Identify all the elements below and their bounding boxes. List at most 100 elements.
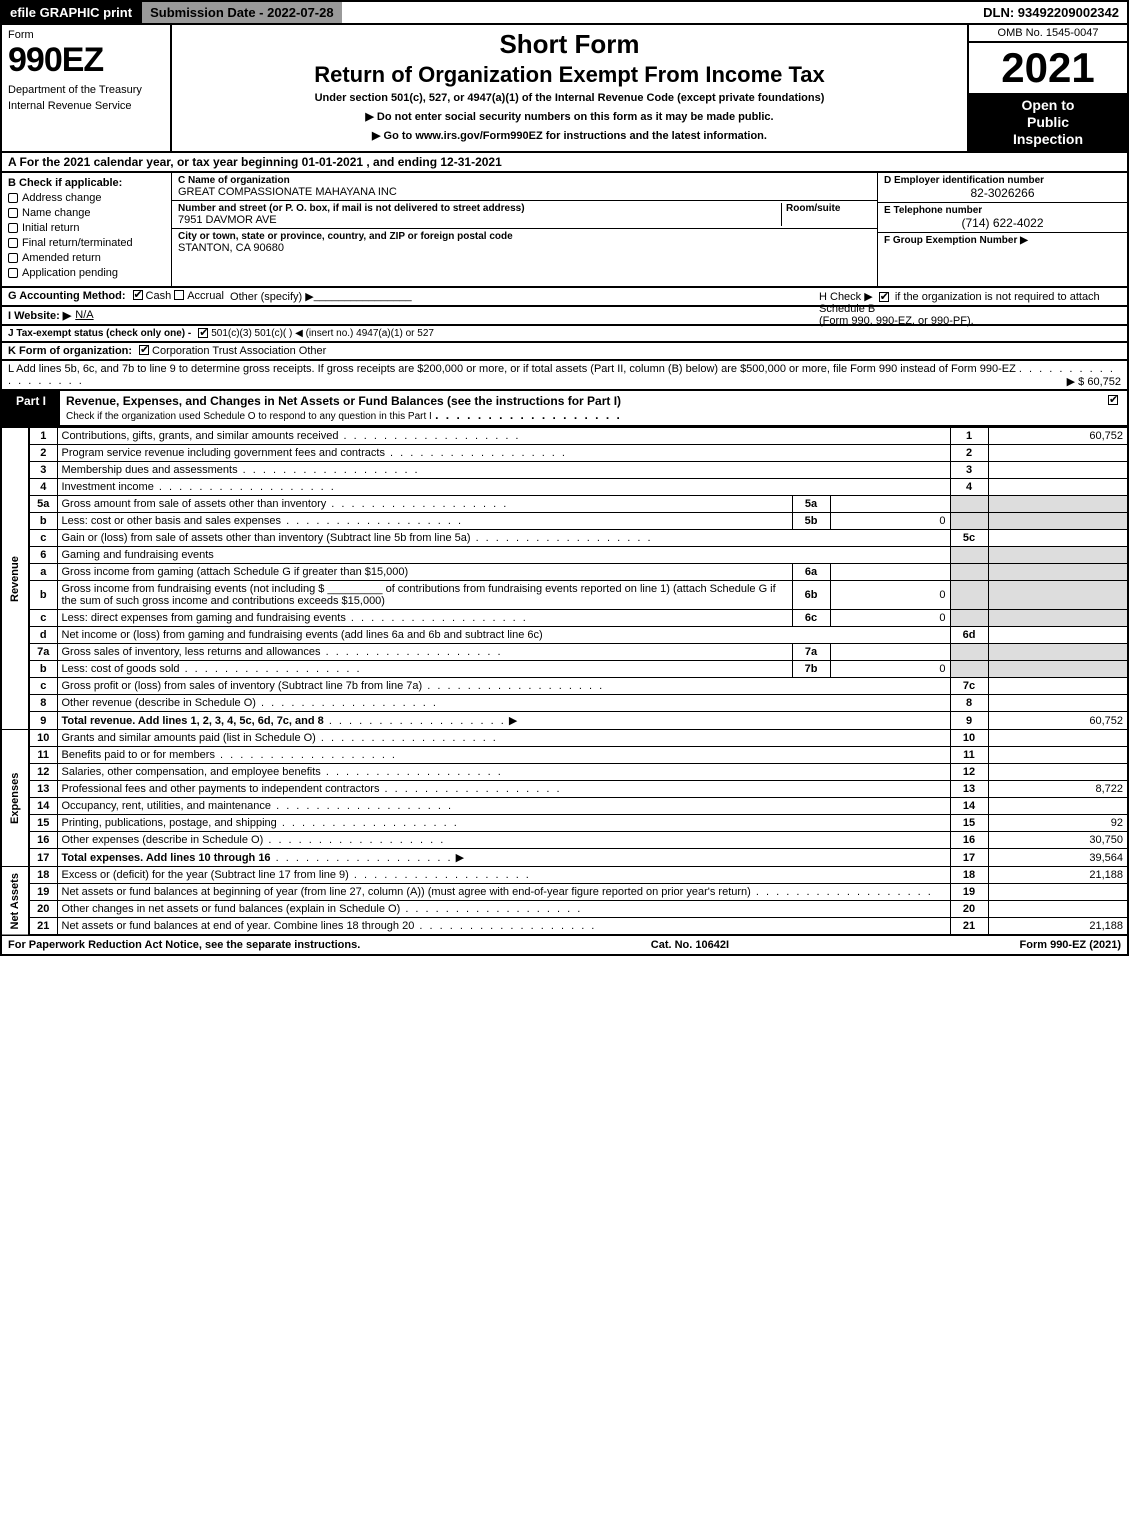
- table-row: cLess: direct expenses from gaming and f…: [1, 610, 1128, 627]
- dots-icon: [326, 498, 508, 510]
- line-num: 2: [29, 445, 57, 462]
- line-value: [988, 901, 1128, 918]
- line-rn: 12: [950, 764, 988, 781]
- table-row: 17Total expenses. Add lines 10 through 1…: [1, 849, 1128, 867]
- b-opt-initial-return[interactable]: Initial return: [8, 222, 165, 234]
- line-num: 21: [29, 918, 57, 936]
- g-accrual: Accrual: [187, 290, 224, 303]
- line-rn: 20: [950, 901, 988, 918]
- header-left: Form 990EZ Department of the Treasury In…: [2, 25, 172, 151]
- checkbox-icon[interactable]: [8, 238, 18, 248]
- line-desc: Gross income from gaming (attach Schedul…: [62, 566, 409, 578]
- line-value: [988, 884, 1128, 901]
- line-desc: Occupancy, rent, utilities, and maintena…: [62, 800, 272, 812]
- g-cash: Cash: [146, 290, 172, 303]
- row-l: L Add lines 5b, 6c, and 7b to line 9 to …: [0, 361, 1129, 391]
- checkbox-icon[interactable]: [8, 193, 18, 203]
- dots-icon: [271, 852, 453, 864]
- f-row: F Group Exemption Number ▶: [878, 233, 1127, 248]
- line-value: 30,750: [988, 832, 1128, 849]
- line-num: 16: [29, 832, 57, 849]
- row-j: J Tax-exempt status (check only one) - 5…: [0, 326, 1129, 343]
- b-opt-final-return[interactable]: Final return/terminated: [8, 237, 165, 249]
- c-room-label: Room/suite: [786, 203, 871, 214]
- line-num: c: [29, 678, 57, 695]
- k-label: K Form of organization:: [8, 345, 132, 357]
- gray-cell: [950, 513, 988, 530]
- c-city-label: City or town, state or province, country…: [178, 231, 871, 242]
- omb-number: OMB No. 1545-0047: [969, 25, 1127, 43]
- checkbox-icon[interactable]: [174, 290, 184, 300]
- b-opt-name-change[interactable]: Name change: [8, 207, 165, 219]
- line-value: 21,188: [988, 918, 1128, 936]
- line-num: b: [29, 513, 57, 530]
- checkbox-icon[interactable]: [8, 268, 18, 278]
- line-num: 9: [29, 712, 57, 730]
- table-row: dNet income or (loss) from gaming and fu…: [1, 627, 1128, 644]
- c-city-value: STANTON, CA 90680: [178, 242, 871, 254]
- return-title: Return of Organization Exempt From Incom…: [180, 62, 959, 88]
- line-rn: 3: [950, 462, 988, 479]
- table-row: 14 Occupancy, rent, utilities, and mainte…: [1, 798, 1128, 815]
- line-num: 15: [29, 815, 57, 832]
- ssn-note: ▶ Do not enter social security numbers o…: [180, 110, 959, 123]
- l-text: L Add lines 5b, 6c, and 7b to line 9 to …: [8, 363, 1016, 375]
- line-desc: Other revenue (describe in Schedule O): [62, 697, 256, 709]
- row-a-period: A For the 2021 calendar year, or tax yea…: [0, 153, 1129, 173]
- line-value: [988, 462, 1128, 479]
- section-def: D Employer identification number 82-3026…: [877, 173, 1127, 286]
- table-row: 7aGross sales of inventory, less returns…: [1, 644, 1128, 661]
- dept-line-2: Internal Revenue Service: [8, 100, 164, 112]
- line-desc: Net assets or fund balances at beginning…: [62, 886, 751, 898]
- dots-icon: [238, 464, 420, 476]
- checkbox-icon[interactable]: [8, 223, 18, 233]
- line-desc: Membership dues and assessments: [62, 464, 238, 476]
- g-other: Other (specify) ▶: [230, 290, 314, 303]
- line-num: a: [29, 564, 57, 581]
- d-row: D Employer identification number 82-3026…: [878, 173, 1127, 203]
- checkbox-icon[interactable]: [133, 290, 143, 300]
- dots-icon: [400, 903, 582, 915]
- tax-year: 2021: [969, 43, 1127, 93]
- checkbox-icon[interactable]: [8, 208, 18, 218]
- line-rn: 19: [950, 884, 988, 901]
- line-rn: 10: [950, 730, 988, 747]
- line-num: 13: [29, 781, 57, 798]
- line-desc: Excess or (deficit) for the year (Subtra…: [62, 869, 349, 881]
- gray-cell: [950, 547, 988, 564]
- line-num: 14: [29, 798, 57, 815]
- arrow-icon: ▶: [456, 852, 464, 864]
- line-desc: Contributions, gifts, grants, and simila…: [62, 430, 339, 442]
- line-subvalue: [830, 644, 950, 661]
- part-1-tag: Part I: [2, 391, 60, 425]
- checkbox-icon[interactable]: [8, 253, 18, 263]
- side-expenses: Expenses: [1, 730, 29, 867]
- line-desc: Total revenue. Add lines 1, 2, 3, 4, 5c,…: [62, 715, 324, 727]
- line-num: 1: [29, 428, 57, 445]
- c-addr-row: Number and street (or P. O. box, if mail…: [172, 201, 877, 229]
- checkbox-icon[interactable]: [198, 328, 208, 338]
- b-opt-amended[interactable]: Amended return: [8, 252, 165, 264]
- line-desc: Net income or (loss) from gaming and fun…: [62, 629, 543, 641]
- gray-cell: [988, 661, 1128, 678]
- efile-label: efile GRAPHIC print: [2, 2, 140, 23]
- line-value: [988, 479, 1128, 496]
- header-right: OMB No. 1545-0047 2021 Open to Public In…: [967, 25, 1127, 151]
- line-value: 21,188: [988, 867, 1128, 884]
- checkbox-icon[interactable]: [1108, 395, 1118, 405]
- line-desc: Less: cost or other basis and sales expe…: [62, 515, 282, 527]
- part-1-checkbox[interactable]: [1099, 391, 1127, 425]
- line-value: [988, 695, 1128, 712]
- top-bar: efile GRAPHIC print Submission Date - 20…: [0, 0, 1129, 25]
- b-opt-pending[interactable]: Application pending: [8, 267, 165, 279]
- checkbox-icon[interactable]: [879, 292, 889, 302]
- lines-table: Revenue 1Contributions, gifts, grants, a…: [0, 427, 1129, 936]
- line-num: 11: [29, 747, 57, 764]
- line-rn: 2: [950, 445, 988, 462]
- line-num: 20: [29, 901, 57, 918]
- line-sub: 7a: [792, 644, 830, 661]
- b-opt-address-change[interactable]: Address change: [8, 192, 165, 204]
- checkbox-icon[interactable]: [139, 345, 149, 355]
- b-opt-label: Name change: [22, 207, 91, 219]
- gray-cell: [988, 513, 1128, 530]
